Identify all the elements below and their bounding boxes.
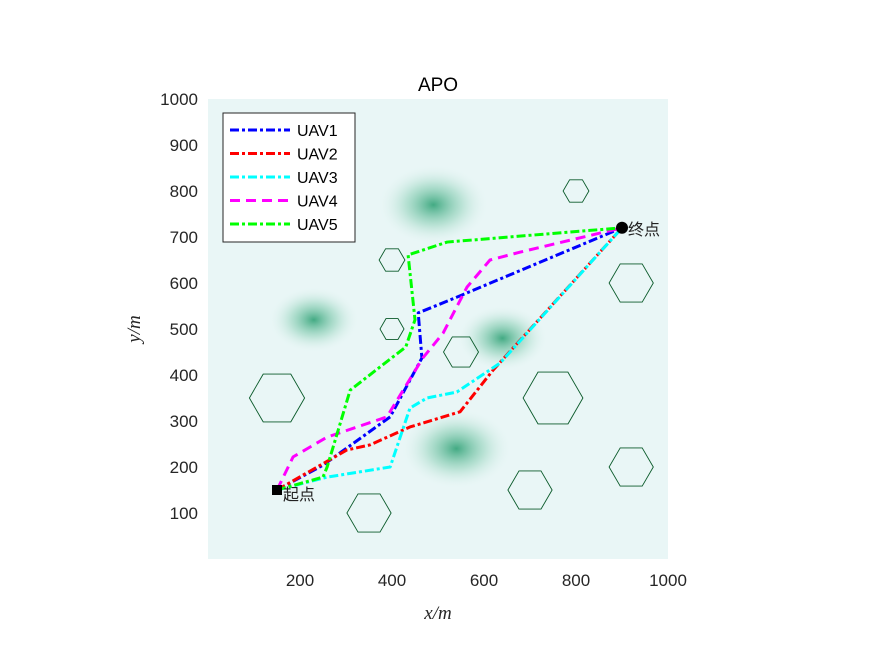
legend-label-uav1: UAV1 (297, 123, 338, 140)
obstacle-hexagon (608, 447, 654, 487)
threat-peak (377, 164, 490, 246)
path-uav3 (276, 226, 624, 492)
legend-label-uav5: UAV5 (297, 217, 338, 234)
chart-title: APO (418, 75, 458, 96)
path-uav5 (276, 226, 623, 492)
path-uav4 (275, 226, 623, 491)
threat-peak (456, 305, 548, 372)
y-tick-label: 500 (170, 320, 198, 339)
y-tick-label: 900 (170, 136, 198, 155)
y-tick-label: 100 (170, 504, 198, 523)
path-uav2 (276, 226, 624, 492)
threat-field (268, 164, 548, 490)
obstacle-hexagon (378, 248, 406, 272)
y-tick-label: 600 (170, 274, 198, 293)
obstacle-hexagon (507, 470, 553, 510)
obstacle-hexagon (248, 373, 306, 423)
end-marker (616, 221, 628, 234)
y-axis-label: y/m (124, 315, 145, 344)
legend-label-uav4: UAV4 (297, 194, 338, 211)
path-uav1 (276, 226, 623, 492)
x-tick-label: 200 (286, 571, 314, 590)
legend: UAV1 UAV2 UAV3 UAV4 UAV5 (222, 112, 356, 243)
legend-label-uav3: UAV3 (297, 170, 338, 187)
x-tick-label: 600 (470, 571, 498, 590)
obstacle-hexagon (346, 493, 392, 533)
obstacle-hexagon (522, 371, 584, 425)
y-tick-label: 300 (170, 412, 198, 431)
obstacle-hexagon (379, 318, 405, 340)
threat-peak (268, 286, 360, 353)
x-tick-label: 400 (378, 571, 406, 590)
start-marker (272, 485, 282, 495)
x-tick-label: 1000 (649, 571, 687, 590)
y-tick-label: 200 (170, 458, 198, 477)
y-tick-label: 400 (170, 366, 198, 385)
obstacle-hexagon (608, 263, 654, 303)
obstacle-hexagon (442, 336, 480, 368)
y-tick-label: 1000 (160, 90, 198, 109)
start-label: 起点 (283, 486, 315, 504)
x-tick-label: 800 (562, 571, 590, 590)
x-axis-label: x/m (423, 603, 451, 624)
end-label: 终点 (628, 221, 660, 239)
obstacle-hexagon (562, 179, 590, 203)
y-tick-label: 700 (170, 228, 198, 247)
legend-label-uav2: UAV2 (297, 147, 338, 164)
y-tick-label: 800 (170, 182, 198, 201)
threat-peak (400, 408, 513, 490)
